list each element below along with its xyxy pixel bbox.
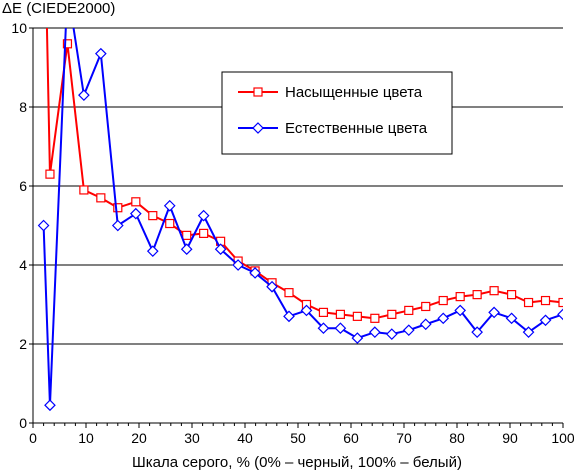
legend-label-natural: Естественные цвета <box>285 120 428 137</box>
data-point-natural <box>334 322 347 335</box>
legend-entry-natural: Естественные цвета <box>238 120 428 137</box>
y-tick-label: 0 <box>19 415 27 431</box>
data-point-saturated <box>387 309 397 319</box>
data-point-saturated <box>113 203 123 213</box>
data-point-natural <box>471 326 483 338</box>
data-point-saturated <box>352 311 362 321</box>
data-point-saturated <box>558 297 563 308</box>
data-point-saturated <box>131 197 141 207</box>
data-point-natural <box>249 267 261 279</box>
data-point-saturated <box>472 290 482 300</box>
data-point-saturated <box>540 295 551 306</box>
legend-swatch-marker <box>253 87 263 97</box>
data-point-natural <box>111 219 124 232</box>
data-point-saturated <box>62 39 73 49</box>
axes <box>29 27 564 428</box>
series-line-saturated <box>45 28 563 320</box>
y-tick-label: 2 <box>19 336 27 352</box>
x-tick-label: 0 <box>29 430 37 446</box>
data-point-natural <box>454 304 467 317</box>
legend-entry-saturated: Насыщенные цвета <box>238 84 423 101</box>
data-point-natural <box>437 312 450 325</box>
data-point-natural <box>488 306 500 319</box>
data-point-natural <box>232 259 244 271</box>
data-point-natural <box>129 207 142 220</box>
data-point-saturated <box>79 185 89 195</box>
y-tick-label: 6 <box>19 178 27 194</box>
data-point-natural <box>180 243 193 256</box>
x-tick-label: 90 <box>502 430 518 446</box>
data-point-natural <box>146 245 159 258</box>
series-natural <box>37 28 563 412</box>
data-point-natural <box>37 219 50 232</box>
data-point-saturated <box>523 297 534 308</box>
data-point-saturated <box>148 211 158 221</box>
data-point-natural <box>402 324 415 337</box>
data-point-natural <box>419 318 432 331</box>
data-point-natural <box>557 308 563 321</box>
x-tick-label: 80 <box>449 430 465 446</box>
legend-swatch-marker <box>252 122 264 134</box>
data-point-saturated <box>165 218 175 229</box>
x-tick-label: 10 <box>78 430 94 446</box>
data-point-natural <box>351 332 364 344</box>
y-tick-label: 8 <box>19 99 27 115</box>
legend-box <box>221 71 453 155</box>
data-point-saturated <box>45 169 55 179</box>
data-point-natural <box>505 312 518 325</box>
data-point-natural <box>300 304 313 317</box>
data-point-saturated <box>455 292 465 302</box>
data-point-saturated <box>438 295 448 306</box>
data-point-saturated <box>318 307 329 317</box>
data-point-natural <box>94 47 107 60</box>
x-tick-label: 20 <box>131 430 147 446</box>
data-point-natural <box>369 326 381 338</box>
x-tick-label: 70 <box>396 430 412 446</box>
x-tick-label: 50 <box>290 430 306 446</box>
data-point-saturated <box>404 305 414 316</box>
data-point-saturated <box>199 228 209 238</box>
data-point-saturated <box>370 313 380 323</box>
data-point-natural <box>44 399 56 412</box>
data-point-natural <box>266 280 278 293</box>
data-point-natural <box>78 89 90 101</box>
legend-label-saturated: Насыщенные цвета <box>285 84 423 101</box>
data-point-saturated <box>489 286 499 296</box>
data-point-natural <box>539 314 552 327</box>
series-lines <box>37 28 563 412</box>
gridlines <box>33 27 563 345</box>
data-point-saturated <box>506 290 517 300</box>
data-point-saturated <box>335 309 345 319</box>
data-point-natural <box>197 209 210 222</box>
data-point-natural <box>317 322 330 335</box>
y-tick-label: 4 <box>19 257 27 273</box>
x-tick-label: 100 <box>551 430 574 446</box>
y-axis-title: ΔE (CIEDE2000) <box>2 0 115 17</box>
series-saturated <box>45 28 563 323</box>
data-point-natural <box>163 199 176 212</box>
data-point-saturated <box>284 288 294 298</box>
data-point-saturated <box>96 193 106 203</box>
data-point-natural <box>214 243 227 256</box>
x-tick-label: 30 <box>184 430 200 446</box>
x-axis-title: Шкала серого, % (0% – черный, 100% – бел… <box>132 454 462 471</box>
data-point-saturated <box>421 301 431 312</box>
legend: Насыщенные цвета Естественные цвета <box>221 71 453 155</box>
x-tick-label: 40 <box>237 430 253 446</box>
x-tick-label: 60 <box>343 430 359 446</box>
data-point-natural <box>522 326 535 338</box>
data-point-saturated <box>182 230 192 240</box>
data-point-natural <box>385 328 398 340</box>
y-tick-label: 10 <box>11 20 27 36</box>
data-point-natural <box>283 310 295 323</box>
